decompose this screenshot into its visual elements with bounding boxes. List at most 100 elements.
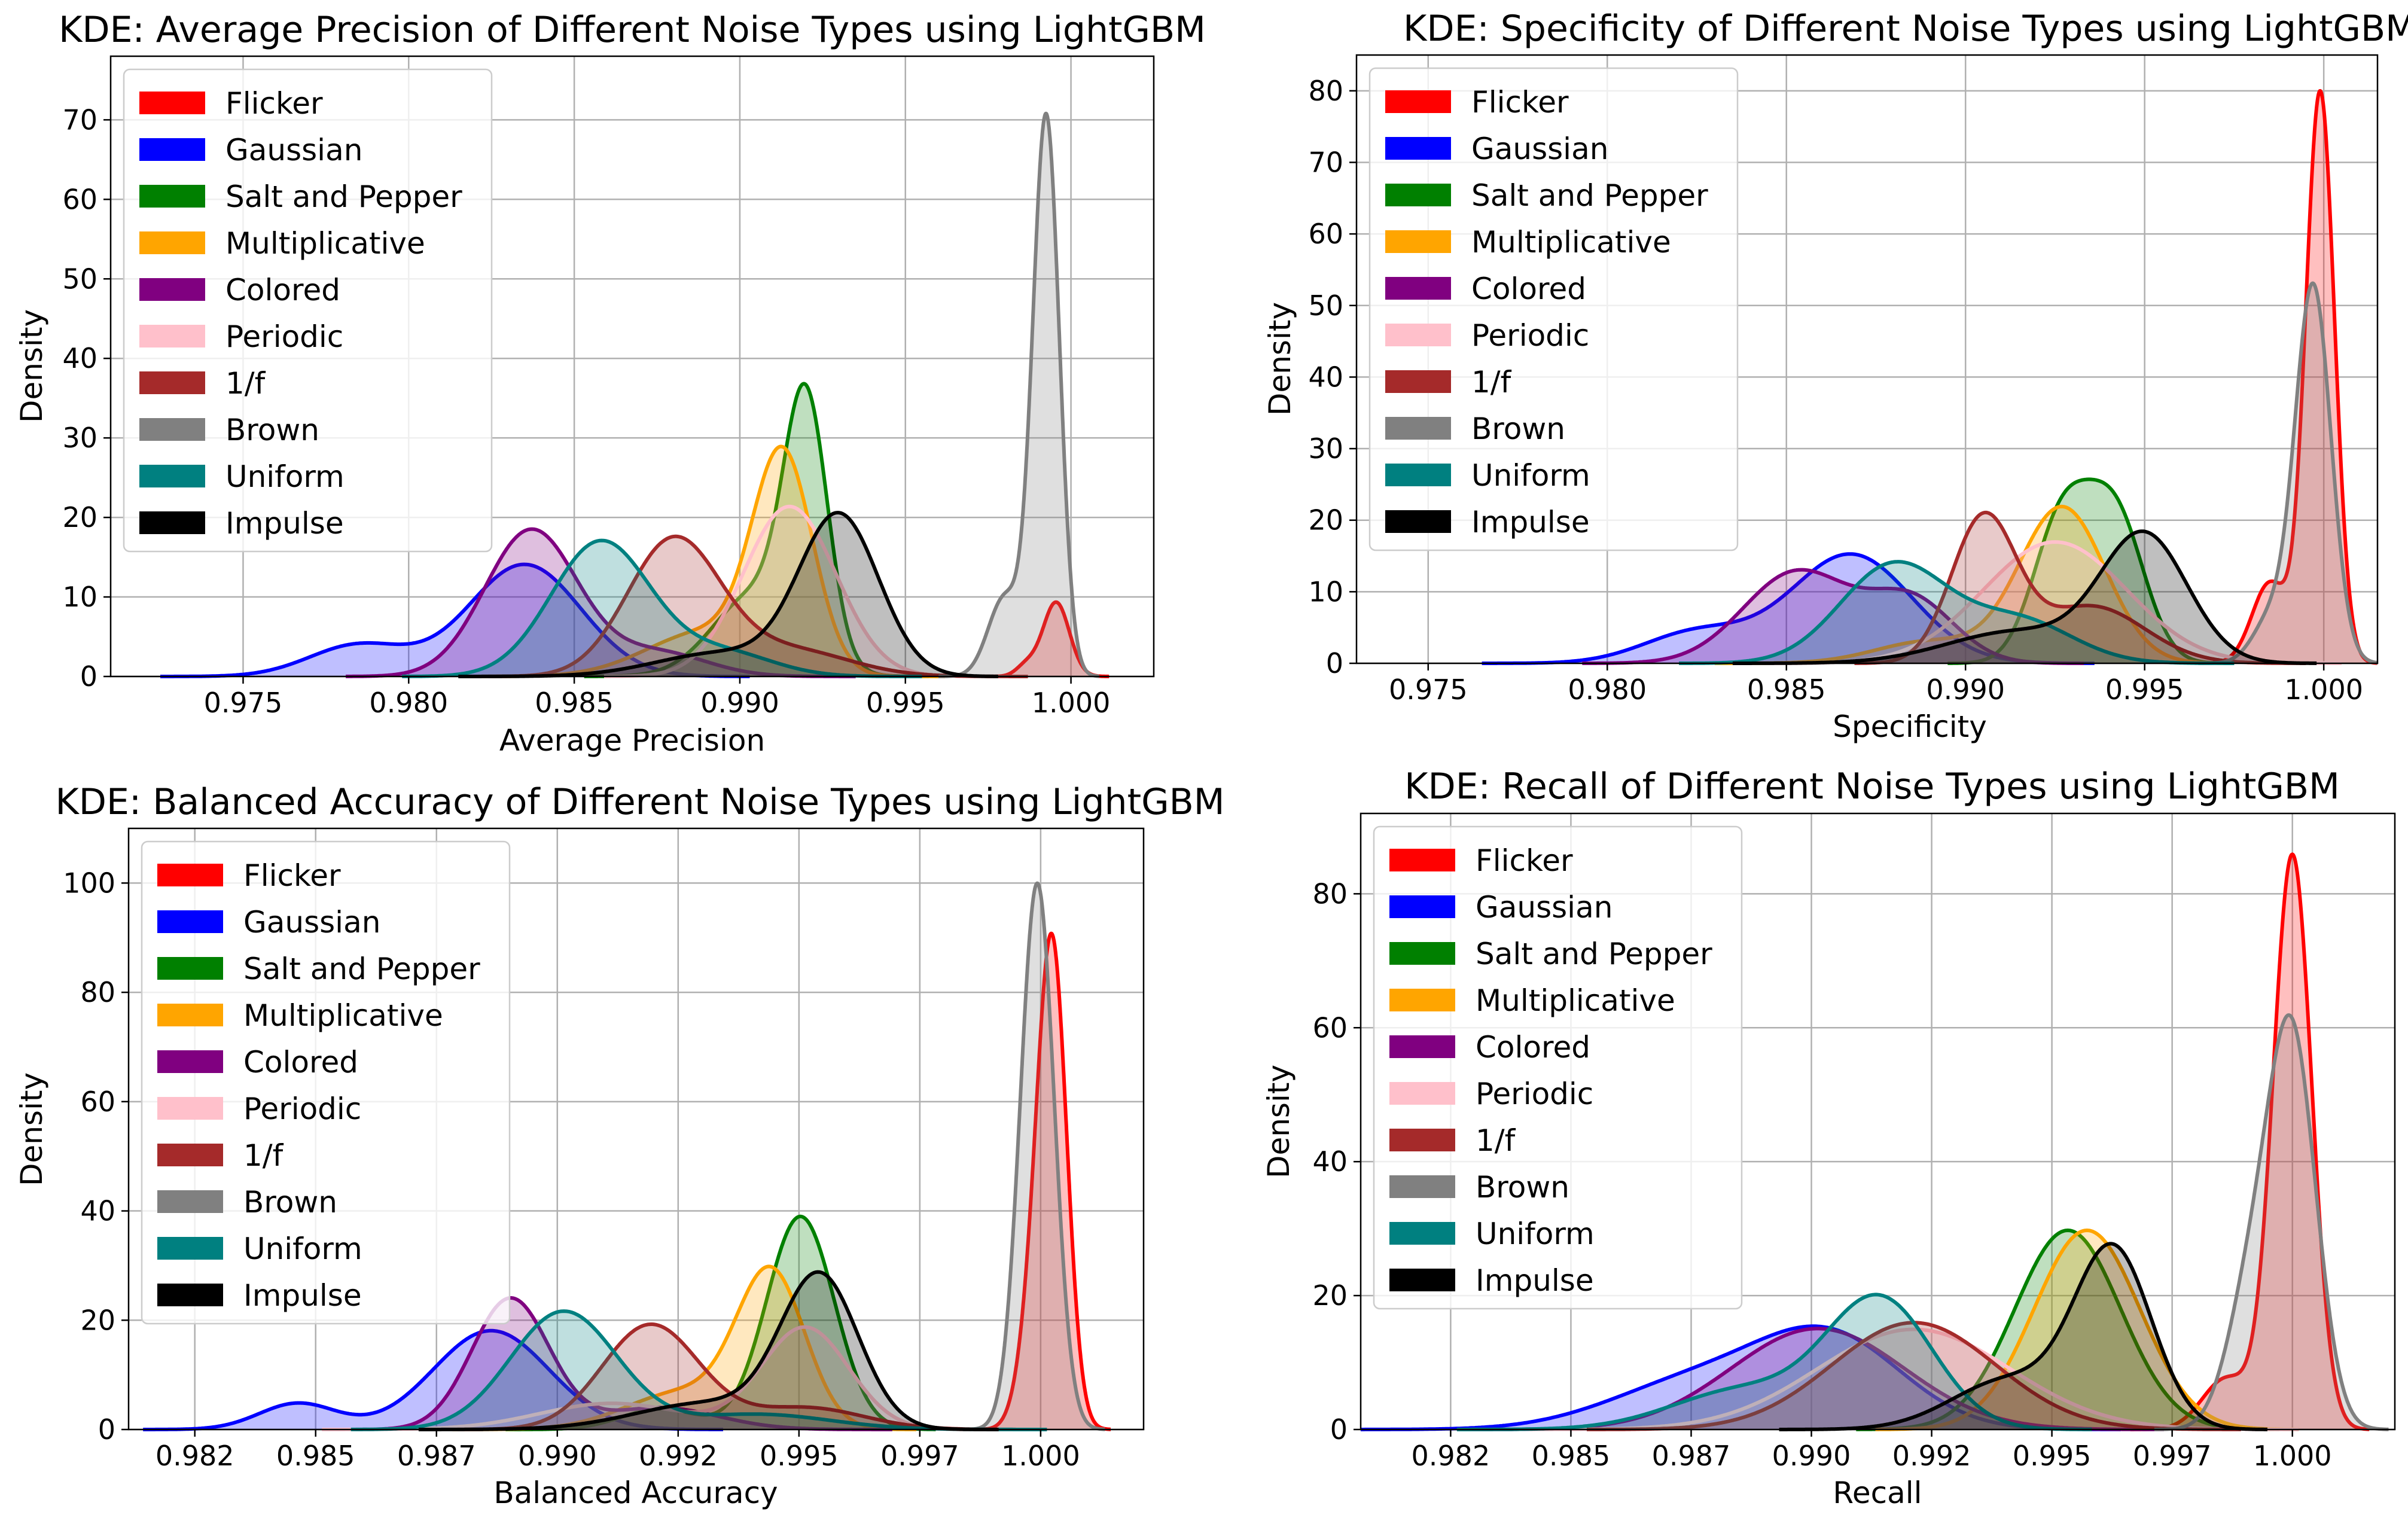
legend-label: Salt and Pepper (1476, 937, 1712, 971)
y-tick-label: 0 (1326, 647, 1343, 679)
legend-label: Colored (243, 1045, 358, 1080)
axes-frame (109, 55, 1155, 678)
legend-label: Impulse (1471, 505, 1590, 540)
density-fill-impulse (1732, 531, 2317, 663)
density-fill-salt-and-pepper (1856, 1230, 2279, 1430)
axis-ticks: 0.982 0.985 0.987 0.990 0.992 0.995 0.997 1.000… (63, 867, 1080, 1472)
x-tick-label: 0.997 (880, 1440, 959, 1472)
y-tick-label: 60 (80, 1086, 115, 1118)
legend-box (123, 68, 493, 553)
chart-title: KDE: Recall of Different Noise Types usi… (1404, 766, 2340, 807)
legend-swatch (1385, 137, 1451, 160)
y-tick-label: 40 (80, 1195, 115, 1227)
density-line-salt-and-pepper (1855, 1229, 2281, 1431)
density-curves (160, 111, 1111, 678)
legend-label: Brown (243, 1185, 337, 1220)
legend-swatch (1389, 895, 1455, 918)
density-fill-brown (938, 113, 1099, 676)
density-fill-salt-and-pepper (505, 1216, 936, 1430)
y-tick-label: 50 (1308, 289, 1343, 322)
legend-box (141, 840, 511, 1325)
chart-title: KDE: Average Precision of Different Nois… (59, 9, 1206, 51)
y-tick-label: 0 (1330, 1413, 1348, 1446)
density-fill-colored (355, 1298, 892, 1430)
y-tick-label: 30 (62, 422, 97, 454)
density-fill-brown (970, 883, 1105, 1430)
legend-swatch (1385, 184, 1451, 206)
x-tick-label: 0.975 (204, 687, 283, 719)
legend-swatch (157, 864, 223, 886)
legend-label: Colored (225, 273, 340, 307)
axis-ticks: 0.982 0.985 0.987 0.990 0.992 0.995 0.997 1.000… (1312, 877, 2331, 1472)
density-fill-uniform (1679, 562, 2235, 663)
density-fill-impulse (418, 1272, 999, 1430)
y-tick-label: 80 (80, 976, 115, 1008)
density-fill-1-f (1587, 1322, 2241, 1430)
x-tick-label: 0.985 (1747, 673, 1826, 706)
x-tick-label: 0.975 (1389, 673, 1468, 706)
density-line-1-f (487, 534, 1029, 678)
density-line-colored (355, 1296, 893, 1431)
legend-box (1373, 825, 1743, 1310)
legend-swatch (1385, 277, 1451, 300)
legend-swatch (1389, 1269, 1455, 1291)
density-fill-1-f (457, 1324, 1038, 1430)
legend-swatch (1389, 1222, 1455, 1245)
x-axis-label: Specificity (1833, 709, 1987, 744)
density-line-brown (2153, 1013, 2390, 1431)
legend-label: Uniform (1471, 458, 1590, 493)
legend: Flicker Gaussian Salt and Pepper Multiplica… (123, 68, 493, 553)
chart-title: KDE: Balanced Accuracy of Different Nois… (55, 781, 1224, 823)
legend-swatch (157, 910, 223, 933)
panel-average-precision: KDE: Average Precision of Different Nois… (14, 9, 1206, 758)
x-tick-label: 0.985 (276, 1440, 355, 1472)
legend-label: 1/f (243, 1138, 284, 1173)
legend-label: Gaussian (243, 905, 380, 940)
legend-swatch (139, 511, 205, 534)
density-fill-multiplicative (1714, 506, 2235, 663)
y-axis-label: Density (14, 1072, 49, 1186)
density-line-periodic (1529, 1327, 2299, 1431)
density-fill-1-f (488, 536, 1028, 676)
legend-swatch (139, 418, 205, 441)
y-tick-label: 70 (62, 103, 97, 136)
x-tick-label: 0.982 (156, 1440, 234, 1472)
legend-swatch (1385, 510, 1451, 533)
legend-label: Multiplicative (1476, 983, 1675, 1018)
density-line-brown (968, 881, 1107, 1431)
density-fill-impulse (458, 513, 998, 676)
density-curves (142, 881, 1112, 1431)
panel-specificity: KDE: Specificity of Different Noise Type… (1263, 8, 2408, 744)
legend-label: Salt and Pepper (225, 179, 462, 214)
density-line-uniform (1456, 1293, 2093, 1431)
density-fill-flicker (986, 602, 1109, 676)
x-tick-label: 0.985 (535, 687, 614, 719)
legend-swatch (1389, 989, 1455, 1011)
y-tick-label: 60 (1308, 218, 1343, 250)
legend-swatch (139, 371, 205, 394)
density-line-multiplicative (1874, 1229, 2300, 1431)
density-fill-flicker (974, 933, 1111, 1430)
x-tick-label: 0.992 (1892, 1440, 1971, 1472)
x-tick-label: 0.990 (1772, 1440, 1851, 1472)
legend-swatch (139, 278, 205, 301)
density-fill-impulse (1779, 1243, 2267, 1430)
legend-label: Gaussian (225, 133, 362, 167)
legend-swatch (1385, 230, 1451, 253)
density-line-brown (2197, 281, 2379, 665)
legend-label: Flicker (225, 86, 323, 121)
legend-swatch (139, 465, 205, 487)
legend-swatch (157, 1050, 223, 1073)
y-tick-label: 100 (63, 867, 115, 899)
y-tick-label: 60 (62, 183, 97, 215)
density-fill-multiplicative (1875, 1230, 2299, 1430)
legend-swatch (139, 325, 205, 348)
y-tick-label: 50 (62, 263, 97, 295)
x-tick-label: 0.982 (1412, 1440, 1490, 1472)
x-tick-label: 1.000 (1032, 687, 1111, 719)
density-fill-salt-and-pepper (584, 383, 929, 676)
y-axis-label: Density (1263, 302, 1297, 416)
legend-label: 1/f (1471, 365, 1512, 400)
y-tick-label: 40 (62, 342, 97, 374)
y-tick-label: 20 (80, 1304, 115, 1336)
